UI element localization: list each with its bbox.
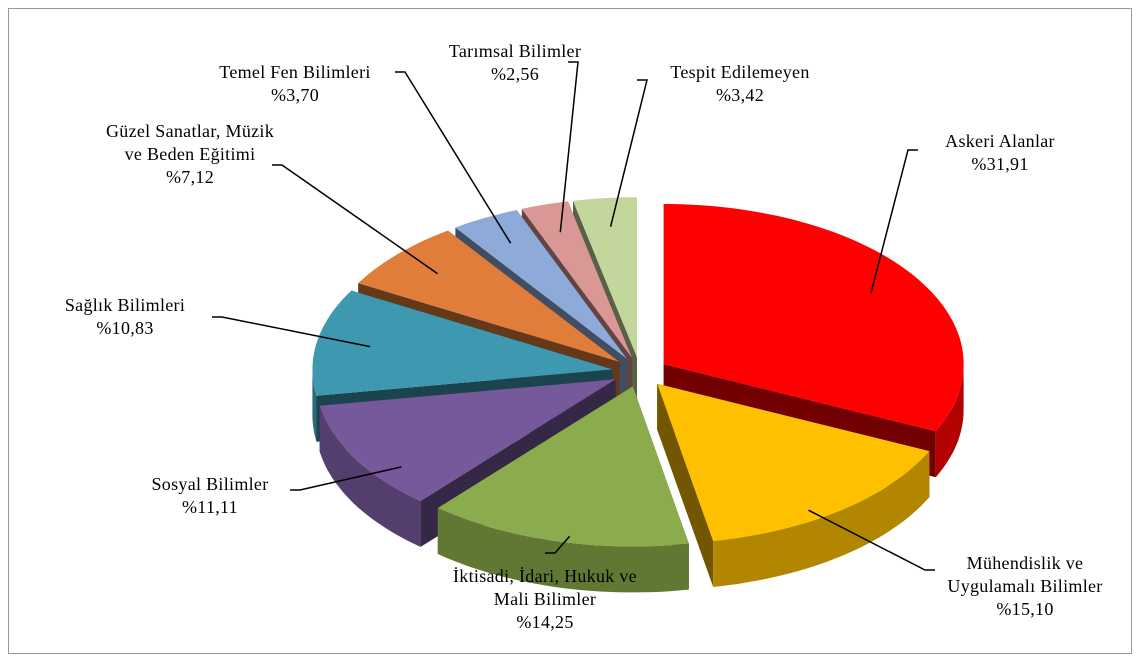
data-label: Tespit Edilemeyen %3,42 <box>640 61 840 107</box>
slice <box>521 201 632 358</box>
slice <box>319 379 616 501</box>
category-label: Mühendislik ve Uygulamalı Bilimler <box>947 553 1103 596</box>
slice <box>663 204 964 432</box>
data-label: Sağlık Bilimleri %10,83 <box>35 294 215 340</box>
slice <box>437 386 689 593</box>
category-label: İktisadi, İdari, Hukuk ve Mali Bilimler <box>453 566 637 609</box>
value-label: %15,10 <box>996 599 1054 619</box>
slice <box>573 197 637 358</box>
slice-outer-wall <box>713 451 930 587</box>
data-label: Tarımsal Bilimler %2,56 <box>425 40 605 86</box>
leader-line <box>870 149 918 294</box>
slice <box>657 383 930 587</box>
value-label: %11,11 <box>182 497 238 517</box>
value-label: %2,56 <box>491 64 539 84</box>
data-label: Temel Fen Bilimleri %3,70 <box>185 61 405 107</box>
leader-line <box>609 79 648 227</box>
value-label: %31,91 <box>971 154 1029 174</box>
leader-line <box>545 535 571 554</box>
data-label: İktisadi, İdari, Hukuk ve Mali Bilimler%… <box>435 565 655 634</box>
slice <box>437 386 689 547</box>
leader-line <box>290 466 402 491</box>
value-label: %10,83 <box>96 318 154 338</box>
data-label: Güzel Sanatlar, Müzik ve Beden Eğitimi %7… <box>105 120 275 189</box>
leader-line <box>395 71 512 244</box>
value-label: %14,25 <box>516 612 574 632</box>
value-label: %3,70 <box>271 85 319 105</box>
category-label: Sağlık Bilimleri <box>64 295 186 315</box>
category-label: Askeri Alanlar <box>945 131 1055 151</box>
slice-radial-wall <box>657 383 714 587</box>
category-label: Sosyal Bilimler <box>151 474 269 494</box>
slice-outer-wall <box>935 364 964 478</box>
value-label: %7,12 <box>166 167 214 187</box>
value-label: %3,42 <box>716 85 764 105</box>
slice <box>312 290 613 396</box>
leader-line <box>212 316 371 348</box>
category-label: Tarımsal Bilimler <box>448 41 582 61</box>
category-label: Güzel Sanatlar, Müzik ve Beden Eğitimi <box>105 121 275 164</box>
slice <box>657 383 930 541</box>
chart-frame <box>8 8 1132 654</box>
slice-outer-wall <box>437 508 689 593</box>
category-label: Temel Fen Bilimleri <box>219 62 371 82</box>
data-label: Askeri Alanlar %31,91 <box>900 130 1100 176</box>
category-label: Tespit Edilemeyen <box>670 62 810 82</box>
slice-outer-wall <box>319 405 421 547</box>
slice-outer-wall <box>312 369 317 442</box>
slice <box>455 210 627 359</box>
leader-line <box>559 61 579 233</box>
data-label: Sosyal Bilimler %11,11 <box>125 473 295 519</box>
leader-line <box>272 164 438 275</box>
data-label: Mühendislik ve Uygulamalı Bilimler %15,10 <box>925 552 1125 621</box>
leader-line <box>808 509 935 571</box>
